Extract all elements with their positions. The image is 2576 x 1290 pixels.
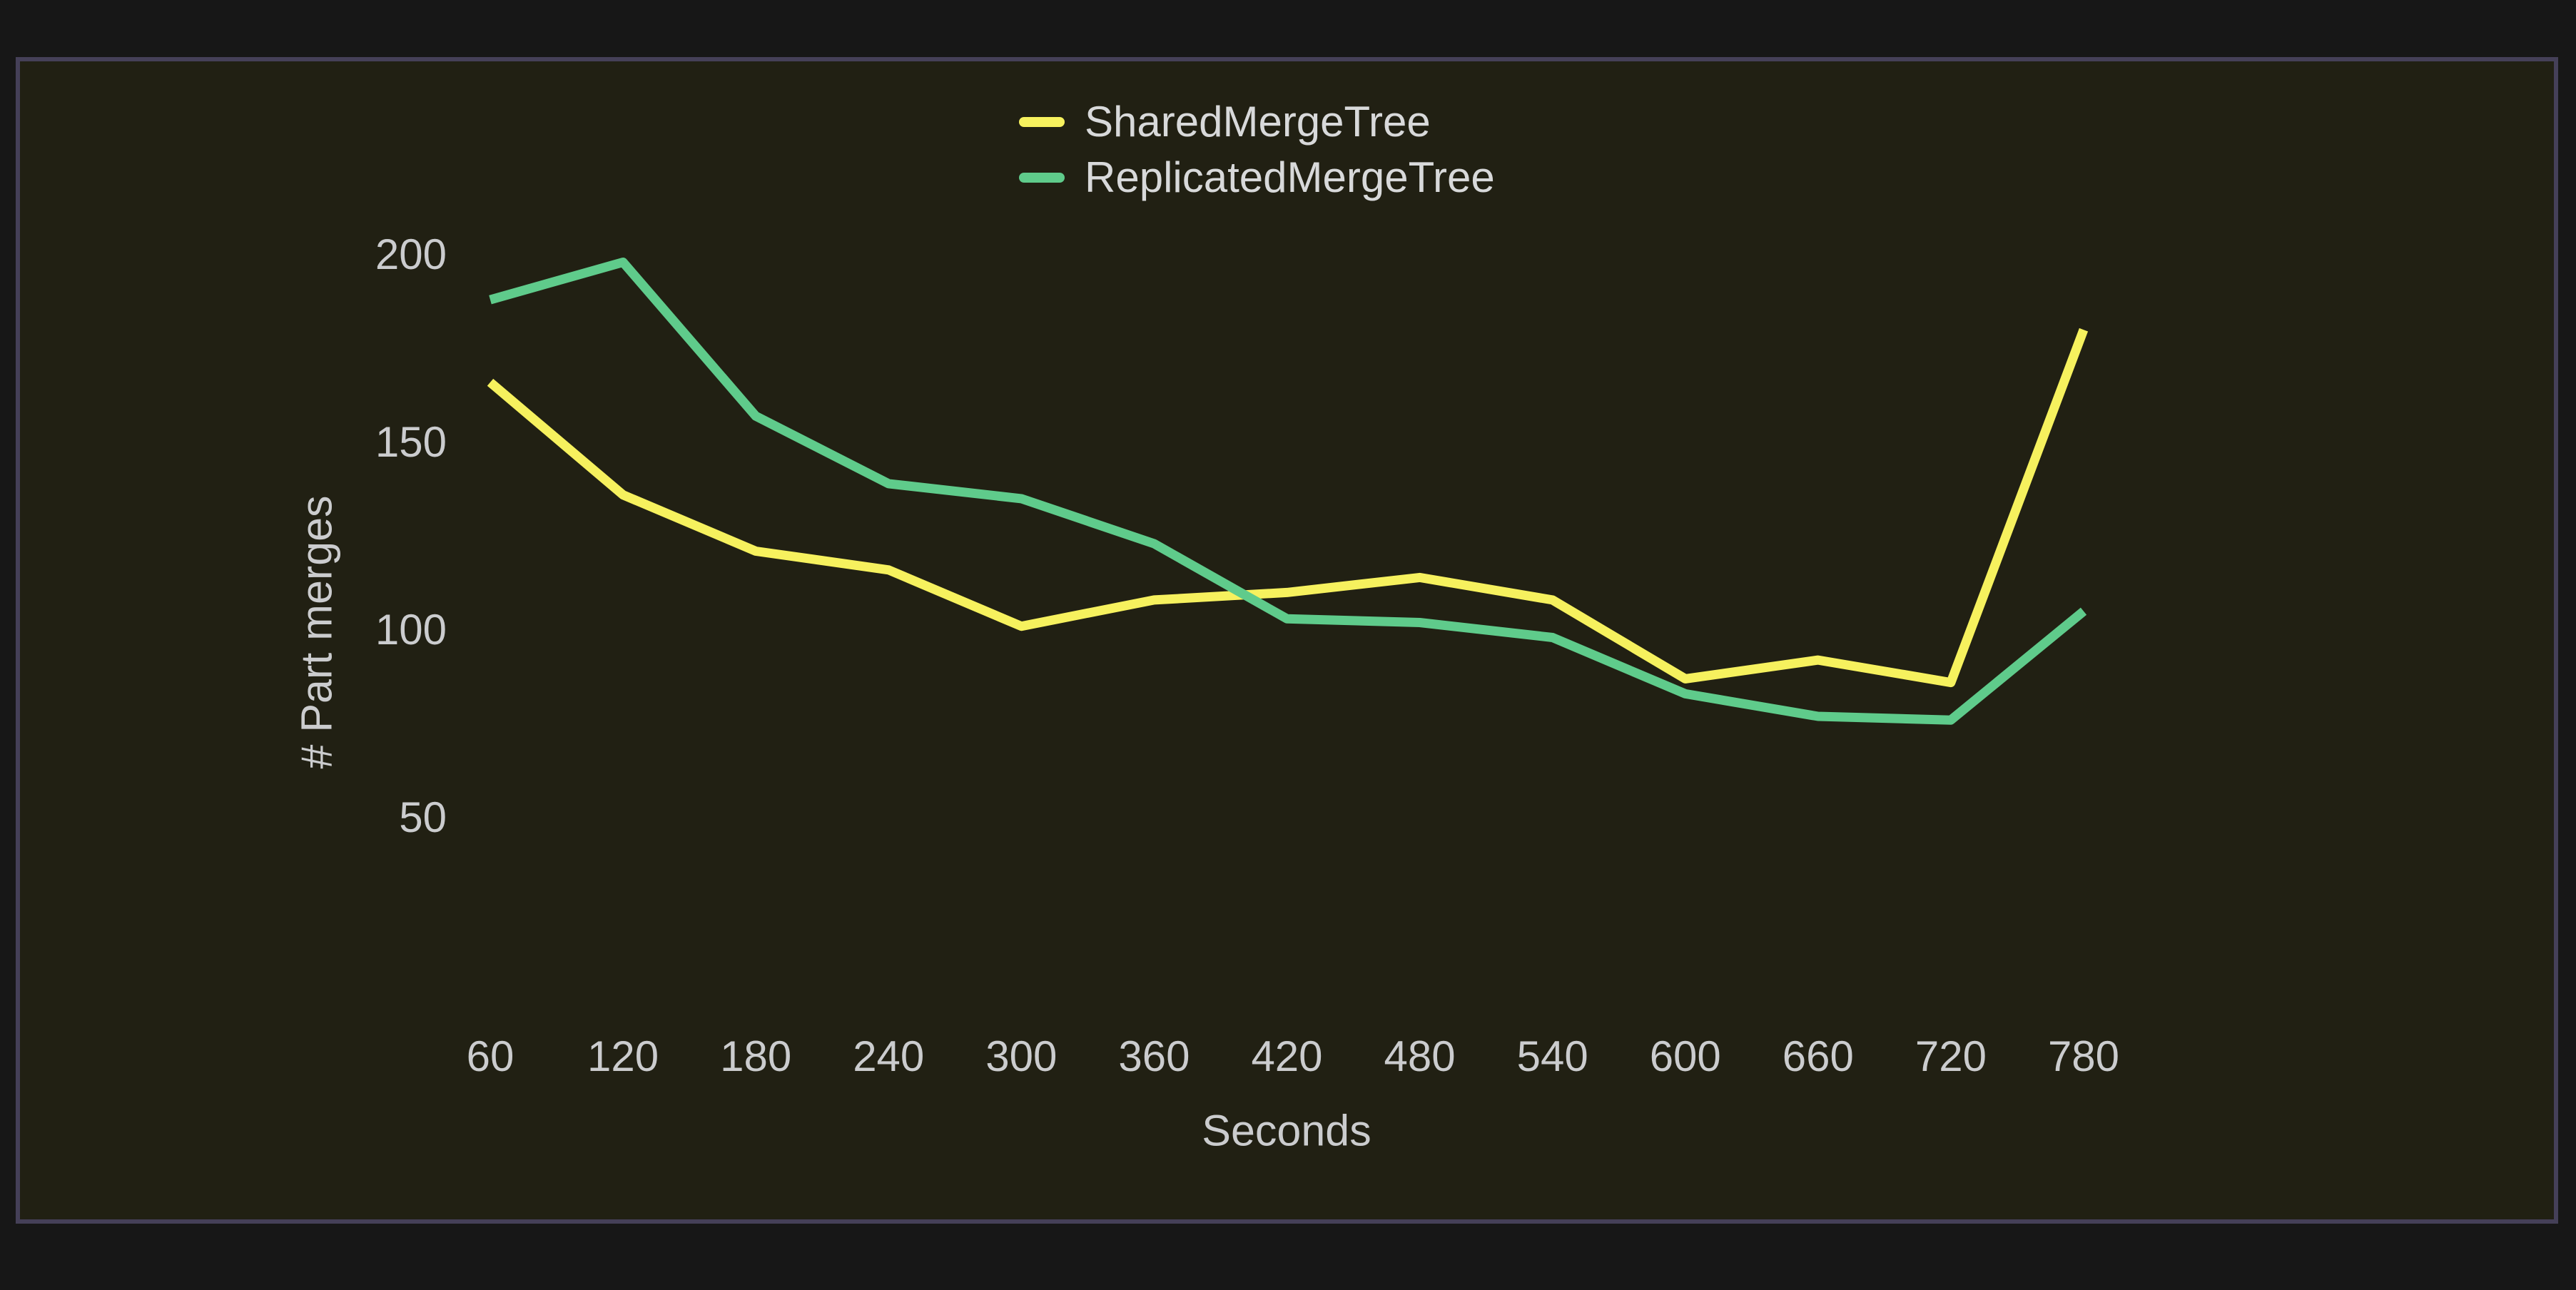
y-tick-label: 50	[399, 793, 447, 841]
legend-swatch-icon	[1019, 117, 1065, 127]
x-tick-label: 720	[1915, 1032, 1987, 1080]
chart-panel	[16, 57, 2558, 1224]
series-line-sharedmergetree	[487, 327, 2089, 688]
legend-item-label: SharedMergeTree	[1085, 98, 1431, 146]
x-tick-label: 120	[587, 1032, 659, 1080]
x-tick-label: 420	[1251, 1032, 1323, 1080]
legend-item-label: ReplicatedMergeTree	[1085, 153, 1495, 201]
x-tick-label: 240	[853, 1032, 925, 1080]
x-tick-label: 180	[720, 1032, 792, 1080]
series-line-replicatedmergetree	[489, 258, 2087, 725]
x-tick-label: 60	[466, 1032, 514, 1080]
y-tick-label: 150	[375, 418, 447, 466]
x-tick-label: 300	[985, 1032, 1058, 1080]
chart-legend: SharedMergeTree ReplicatedMergeTree	[1019, 94, 1495, 205]
x-tick-label: 360	[1118, 1032, 1190, 1080]
legend-swatch-icon	[1019, 173, 1065, 183]
legend-item-replicatedmergetree[interactable]: ReplicatedMergeTree	[1019, 150, 1495, 205]
x-tick-label: 540	[1516, 1032, 1588, 1080]
x-tick-label: 780	[2047, 1032, 2120, 1080]
legend-item-sharedmergetree[interactable]: SharedMergeTree	[1019, 94, 1431, 150]
x-tick-label: 600	[1649, 1032, 1721, 1080]
y-tick-label: 200	[375, 230, 447, 278]
x-tick-label: 660	[1782, 1032, 1854, 1080]
y-tick-label: 100	[375, 606, 447, 654]
x-tick-label: 480	[1384, 1032, 1456, 1080]
x-axis-title: Seconds	[1202, 1106, 1371, 1155]
